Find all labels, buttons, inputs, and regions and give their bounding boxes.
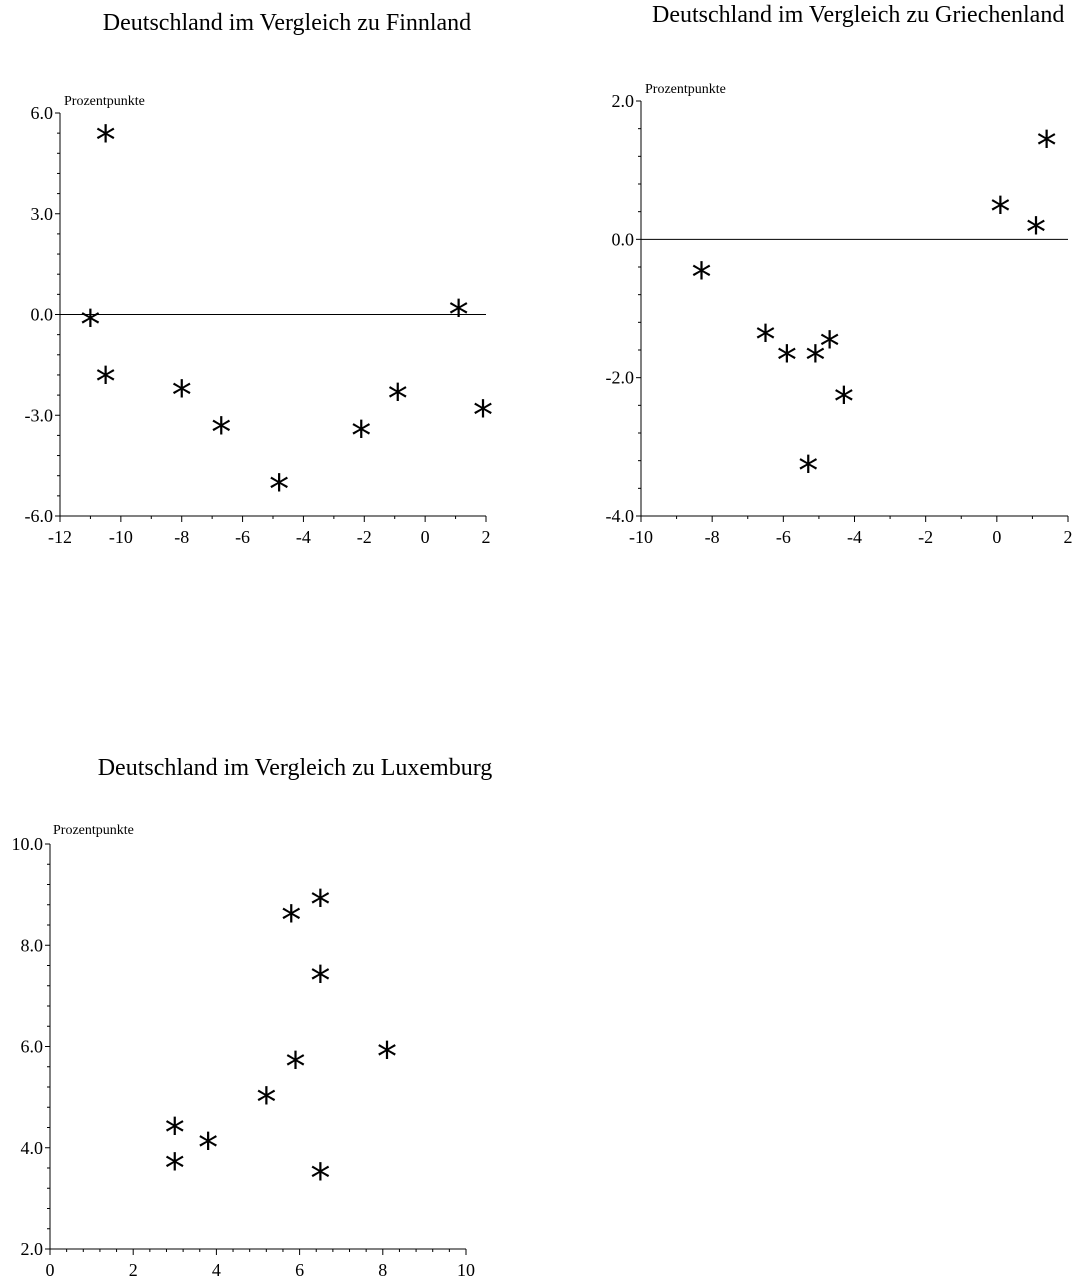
y-tick-label: -6.0 <box>25 506 54 526</box>
data-point: * <box>198 1126 218 1172</box>
x-tick-label: -2 <box>357 527 372 547</box>
x-tick-label: 6 <box>295 1260 304 1280</box>
data-point: * <box>351 413 371 459</box>
x-tick-label: -12 <box>48 527 72 547</box>
y-tick-label: 8.0 <box>21 935 44 955</box>
data-point: * <box>1037 124 1057 170</box>
y-unit-label: Prozentpunkte <box>53 823 134 838</box>
data-point: * <box>310 1156 330 1202</box>
x-tick-label: -10 <box>629 527 653 547</box>
x-tick-label: -6 <box>235 527 250 547</box>
y-tick-label: 10.0 <box>12 834 44 854</box>
data-point: * <box>990 189 1010 235</box>
data-point: * <box>798 449 818 495</box>
data-point: * <box>777 338 797 384</box>
y-tick-label: 0.0 <box>612 229 635 249</box>
chart-title: Deutschland im Vergleich zu Finnland <box>103 10 471 36</box>
data-point: * <box>165 1110 185 1156</box>
y-tick-label: -2.0 <box>606 368 635 388</box>
chart-finnland: Deutschland im Vergleich zu Finnland Pro… <box>25 10 493 547</box>
x-tick-label: -6 <box>776 527 791 547</box>
y-tick-label: 2.0 <box>21 1239 44 1259</box>
x-tick-label: 2 <box>129 1260 138 1280</box>
data-point: * <box>80 303 100 349</box>
y-tick-label: 6.0 <box>21 1037 44 1057</box>
x-tick-label: -2 <box>918 527 933 547</box>
y-tick-label: -3.0 <box>25 405 54 425</box>
y-tick-label: 6.0 <box>31 103 54 123</box>
y-tick-label: 0.0 <box>31 305 54 325</box>
x-tick-label: 8 <box>378 1260 387 1280</box>
data-point: * <box>310 959 330 1005</box>
data-point: * <box>805 338 825 384</box>
data-point: * <box>820 324 840 370</box>
x-tick-label: 2 <box>482 527 491 547</box>
chart-title: Deutschland im Vergleich zu Griechenland <box>652 2 1064 28</box>
y-tick-label: -4.0 <box>606 506 635 526</box>
x-tick-label: 0 <box>421 527 430 547</box>
data-point: * <box>310 883 330 929</box>
data-point: * <box>96 360 116 406</box>
x-tick-label: 4 <box>212 1260 221 1280</box>
y-tick-label: 3.0 <box>31 204 54 224</box>
data-point: * <box>388 376 408 422</box>
data-point: * <box>1026 210 1046 256</box>
chart-title: Deutschland im Vergleich zu Luxemburg <box>98 755 493 781</box>
x-tick-label: 10 <box>457 1260 475 1280</box>
data-point: * <box>96 118 116 164</box>
y-unit-label: Prozentpunkte <box>64 94 145 109</box>
data-point: * <box>211 410 231 456</box>
chart-griechenland: Deutschland im Vergleich zu Griechenland… <box>606 2 1073 547</box>
x-tick-label: -4 <box>847 527 862 547</box>
x-tick-label: 0 <box>992 527 1001 547</box>
x-tick-label: 2 <box>1064 527 1073 547</box>
y-tick-label: 2.0 <box>612 91 635 111</box>
y-tick-label: 4.0 <box>21 1138 44 1158</box>
x-tick-label: -8 <box>705 527 720 547</box>
x-tick-label: -10 <box>109 527 133 547</box>
x-tick-label: -4 <box>296 527 311 547</box>
x-tick-label: -8 <box>174 527 189 547</box>
data-point: * <box>281 898 301 944</box>
data-point: * <box>172 373 192 419</box>
data-point: * <box>473 393 493 439</box>
data-point: * <box>756 317 776 363</box>
data-point: * <box>449 292 469 338</box>
x-tick-label: 0 <box>46 1260 55 1280</box>
data-point: * <box>165 1146 185 1192</box>
data-point: * <box>285 1045 305 1091</box>
y-unit-label: Prozentpunkte <box>645 82 726 97</box>
chart-luxemburg: Deutschland im Vergleich zu Luxemburg Pr… <box>12 755 493 1280</box>
data-point: * <box>256 1080 276 1126</box>
data-point: * <box>269 467 289 513</box>
data-point: * <box>834 380 854 426</box>
data-point: * <box>377 1035 397 1081</box>
data-point: * <box>691 255 711 301</box>
